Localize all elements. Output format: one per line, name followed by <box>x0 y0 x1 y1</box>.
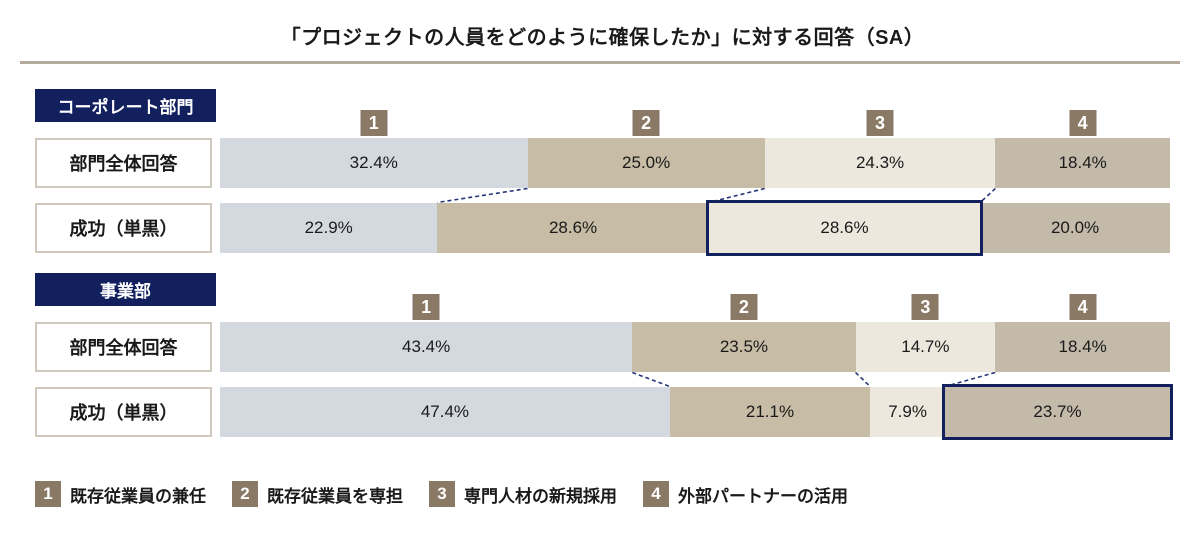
section-2: 事業部 部門全体回答 43.4% 1 23.5% 2 14.7% 3 18.4% 4 成功（単黒） 4… <box>35 273 1173 440</box>
legend-label: 専門人材の新規採用 <box>464 486 617 506</box>
category-badge: 4 <box>1069 294 1097 320</box>
stacked-bar: 32.4% 1 25.0% 2 24.3% 3 18.4% 4 <box>220 110 1171 188</box>
legend-item: 4 外部パートナーの活用 <box>643 481 848 507</box>
segment-value: 7.9% <box>888 402 927 421</box>
segment-value: 47.4% <box>420 402 470 421</box>
segment-value: 14.7% <box>901 337 950 356</box>
row-label: 成功（単黒） <box>35 387 212 437</box>
chart-title: 「プロジェクトの人員をどのように確保したか」に対する回答（SA） <box>280 27 925 49</box>
legend-item: 1 既存従業員の兼任 <box>35 481 206 507</box>
segment-value: 32.4% <box>349 153 398 172</box>
segment-value: 23.5% <box>719 337 769 356</box>
category-badge: 1 <box>412 294 440 320</box>
stacked-bar: 47.4% 21.1% 7.9% 23.7% <box>220 384 1173 440</box>
bar-segment: 7.9% <box>870 387 946 437</box>
bar-segment: 32.4% <box>220 138 528 188</box>
category-badge: 2 <box>632 110 660 136</box>
segment-value: 25.0% <box>622 153 671 172</box>
legend: 1 既存従業員の兼任 2 既存従業員を専担 3 専門人材の新規採用 4 外部パートナーの活用 <box>35 481 1170 507</box>
segment-value: 23.7% <box>1033 402 1082 421</box>
bar-segment: 28.6% <box>437 203 709 253</box>
connector-lines <box>220 372 1170 387</box>
segment-value: 22.9% <box>304 218 353 237</box>
bar-segment: 28.6% <box>705 200 984 256</box>
bar-segment: 18.4% <box>995 322 1170 372</box>
chart-sections: コーポレート部門部門全体回答 32.4% 1 25.0% 2 24.3% 3 18.4% 4 成功… <box>35 89 1173 440</box>
chart-row: 成功（単黒） 22.9% 28.6% 28.6% 20.0% <box>35 200 1170 256</box>
bar-segment: 23.7% <box>942 384 1173 440</box>
segment-value: 43.4% <box>402 337 451 356</box>
section-header: 事業部 <box>35 273 216 306</box>
segment-value: 20.0% <box>1050 218 1100 237</box>
legend-label: 外部パートナーの活用 <box>678 486 848 506</box>
legend-item: 3 専門人材の新規採用 <box>429 481 617 507</box>
stacked-bar: 22.9% 28.6% 28.6% 20.0% <box>220 200 1170 256</box>
segment-value: 18.4% <box>1058 153 1107 172</box>
category-badge: 3 <box>911 294 939 320</box>
row-label: 成功（単黒） <box>35 203 212 253</box>
title-divider <box>20 61 1180 64</box>
chart-row: 部門全体回答 32.4% 1 25.0% 2 24.3% 3 18.4% 4 <box>35 110 1171 188</box>
chart-row: 部門全体回答 43.4% 1 23.5% 2 14.7% 3 18.4% 4 <box>35 294 1170 372</box>
segment-value: 28.6% <box>820 218 869 237</box>
section-1: コーポレート部門部門全体回答 32.4% 1 25.0% 2 24.3% 3 18.4% 4 成功… <box>35 89 1171 256</box>
bar-segment: 43.4% <box>220 322 633 372</box>
stacked-bar: 43.4% 1 23.5% 2 14.7% 3 18.4% 4 <box>220 294 1170 372</box>
segment-value: 21.1% <box>745 402 795 421</box>
legend-item: 2 既存従業員を専担 <box>232 481 403 507</box>
legend-number-badge: 1 <box>35 481 61 507</box>
connector-lines <box>220 188 1170 203</box>
category-badge: 1 <box>360 110 388 136</box>
bar-segment: 24.3% <box>764 138 996 188</box>
segment-value: 18.4% <box>1058 337 1107 356</box>
bar-segment: 18.4% <box>995 138 1171 188</box>
chart-row: 成功（単黒） 47.4% 21.1% 7.9% 23.7% <box>35 384 1173 440</box>
bar-segment: 25.0% <box>527 138 765 188</box>
bar-segment: 47.4% <box>220 387 670 437</box>
bar-segment: 14.7% <box>855 322 996 372</box>
bar-segment: 23.5% <box>632 322 856 372</box>
row-label: 部門全体回答 <box>35 138 212 188</box>
segment-value: 28.6% <box>548 218 598 237</box>
legend-number-badge: 3 <box>429 481 455 507</box>
legend-number-badge: 2 <box>232 481 258 507</box>
bar-segment: 20.0% <box>980 203 1170 253</box>
bar-segment: 21.1% <box>669 387 871 437</box>
legend-label: 既存従業員の兼任 <box>70 486 206 506</box>
legend-number-badge: 4 <box>643 481 669 507</box>
row-label: 部門全体回答 <box>35 322 212 372</box>
bar-segment: 22.9% <box>220 203 438 253</box>
category-badge: 4 <box>1069 110 1097 136</box>
segment-value: 24.3% <box>855 153 905 172</box>
section-header: コーポレート部門 <box>35 89 216 122</box>
category-badge: 2 <box>730 294 758 320</box>
category-badge: 3 <box>866 110 894 136</box>
legend-label: 既存従業員を専担 <box>267 486 403 506</box>
